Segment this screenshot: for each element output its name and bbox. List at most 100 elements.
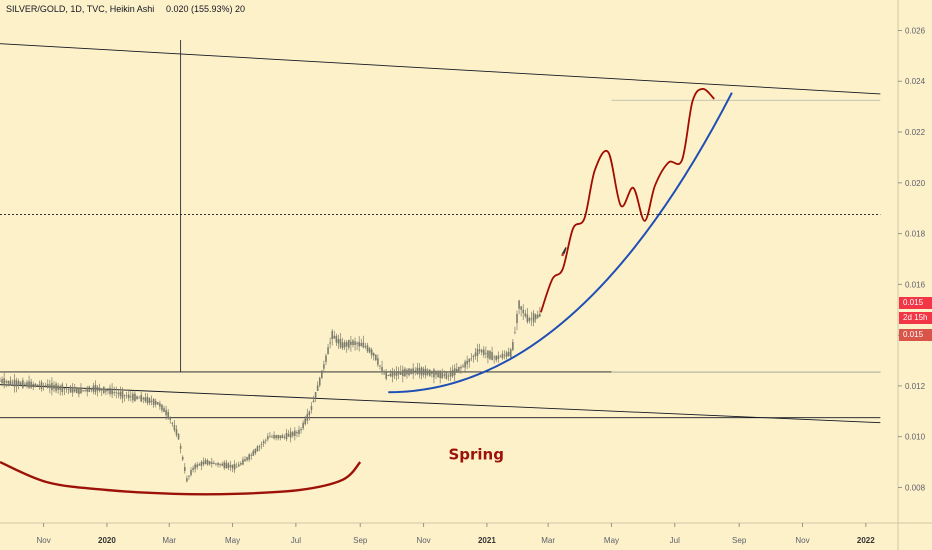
x-tick-label: Nov bbox=[795, 536, 809, 545]
candle-body bbox=[196, 464, 199, 468]
candle-body bbox=[225, 462, 228, 469]
candle-body bbox=[472, 355, 475, 358]
candle-body bbox=[422, 368, 425, 375]
candle-body bbox=[217, 463, 219, 466]
candle-body bbox=[306, 413, 309, 421]
candle-body bbox=[204, 459, 207, 465]
candle-body bbox=[258, 446, 261, 448]
spring-label: Spring bbox=[448, 446, 504, 464]
candle-body bbox=[404, 368, 406, 377]
candle-body bbox=[493, 356, 495, 358]
candle-body bbox=[9, 380, 12, 385]
candle-body bbox=[92, 385, 95, 392]
candle-body bbox=[269, 436, 271, 438]
candle-body bbox=[107, 390, 109, 391]
candle-body bbox=[260, 444, 263, 446]
candle-body bbox=[49, 384, 51, 388]
candle-body bbox=[181, 456, 184, 460]
trendline bbox=[0, 384, 881, 424]
candle-body bbox=[402, 369, 404, 377]
candle-body bbox=[399, 371, 402, 375]
candle-body bbox=[65, 388, 68, 390]
candle-body bbox=[202, 461, 205, 465]
spring-curve bbox=[0, 460, 362, 496]
candle-body bbox=[312, 400, 315, 403]
candle-body bbox=[200, 461, 203, 466]
candle-body bbox=[489, 351, 491, 360]
candle-body bbox=[271, 436, 273, 438]
candle-body bbox=[227, 463, 230, 469]
x-tick-label: 2020 bbox=[98, 536, 116, 545]
candle-body bbox=[229, 465, 232, 468]
candle-body bbox=[252, 450, 255, 456]
candle-body bbox=[478, 349, 481, 352]
candle-body bbox=[233, 464, 236, 470]
candle-body bbox=[221, 463, 223, 466]
candle-body bbox=[198, 464, 201, 466]
candle-body bbox=[186, 478, 188, 482]
candle-body bbox=[36, 384, 39, 386]
candle-body bbox=[406, 369, 408, 375]
x-tick-label: 2022 bbox=[857, 536, 875, 545]
candle-body bbox=[256, 446, 259, 452]
candle-body bbox=[277, 435, 280, 439]
candle-body bbox=[337, 338, 340, 344]
candle-body bbox=[410, 369, 412, 374]
candle-body bbox=[76, 388, 78, 394]
projection-layer[interactable] bbox=[0, 87, 733, 496]
candle-body bbox=[240, 463, 242, 465]
candle-body bbox=[148, 398, 151, 404]
candle-body bbox=[86, 387, 89, 392]
candle-body bbox=[480, 350, 483, 353]
candle-body bbox=[215, 463, 217, 465]
candle-body bbox=[57, 385, 59, 390]
symbol-title: SILVER/GOLD, 1D, TVC, Heikin Ashi bbox=[6, 4, 155, 14]
candle-body bbox=[441, 371, 444, 379]
candle-body bbox=[32, 384, 35, 386]
candle-body bbox=[364, 346, 367, 347]
candle-body bbox=[283, 436, 286, 438]
candle-body bbox=[22, 380, 24, 388]
candle-body bbox=[115, 392, 118, 394]
candle-body bbox=[314, 392, 317, 398]
y-tick-label: 0.022 bbox=[905, 128, 926, 137]
candle-body bbox=[514, 332, 516, 333]
candle-body bbox=[304, 418, 307, 425]
candle-body bbox=[246, 457, 248, 461]
candle-body bbox=[495, 355, 498, 361]
candle-body bbox=[289, 431, 292, 438]
candle-body bbox=[40, 381, 43, 389]
candle-body bbox=[13, 379, 16, 387]
candle-body bbox=[296, 432, 298, 434]
measure-readout: 0.020 (155.93%) 20 bbox=[166, 4, 246, 14]
candle-body bbox=[73, 389, 76, 392]
candles-layer bbox=[0, 299, 541, 483]
parabolic-curve bbox=[388, 92, 733, 394]
x-tick-label: Mar bbox=[162, 536, 176, 545]
candle-body bbox=[80, 388, 82, 394]
candle-body bbox=[1, 379, 3, 384]
candle-body bbox=[138, 397, 140, 399]
candle-body bbox=[468, 358, 471, 363]
candle-body bbox=[136, 396, 138, 399]
candle-body bbox=[389, 373, 392, 376]
candle-body bbox=[206, 460, 209, 465]
candle-body bbox=[509, 349, 512, 358]
drawing-layer[interactable] bbox=[0, 40, 881, 424]
candle-body bbox=[302, 422, 304, 429]
close-price-badge: 0.015 bbox=[899, 329, 932, 341]
candle-body bbox=[462, 365, 464, 367]
candle-body bbox=[285, 432, 288, 440]
candle-body bbox=[150, 400, 153, 402]
y-tick-label: 0.020 bbox=[905, 179, 926, 188]
candle-body bbox=[350, 341, 352, 345]
candle-body bbox=[235, 466, 238, 468]
candle-body bbox=[395, 371, 398, 376]
candle-body bbox=[370, 349, 373, 356]
candle-body bbox=[213, 462, 215, 465]
candle-body bbox=[418, 368, 421, 375]
candle-body bbox=[69, 386, 72, 393]
candle-body bbox=[437, 371, 439, 378]
